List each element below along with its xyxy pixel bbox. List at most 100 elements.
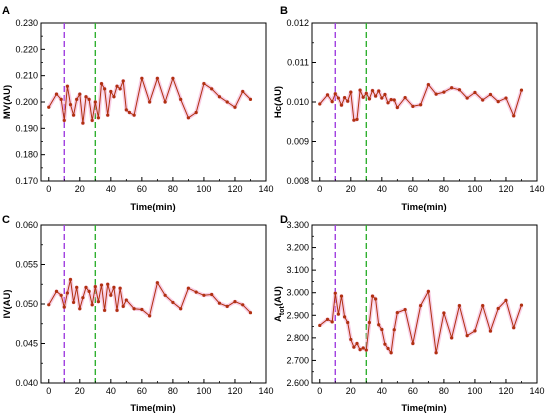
- panel-a-data-point: [210, 87, 214, 91]
- panel-c-data-point: [163, 293, 167, 297]
- panel-c-data-point: [65, 291, 69, 295]
- panel-d-x-tick-label: 140: [529, 386, 544, 396]
- panel-b-data-point: [450, 86, 454, 90]
- panel-b-data-point: [457, 88, 462, 92]
- panel-d-data-point: [473, 329, 477, 333]
- panel-d-data-point: [383, 342, 387, 346]
- panel-a-x-tick-label: 80: [168, 184, 178, 194]
- panel-a-data-point: [127, 110, 132, 115]
- panel-c-series-line: [48, 279, 251, 317]
- panel-a-data-point: [179, 97, 183, 101]
- panel-c-data-point: [210, 292, 214, 297]
- panel-d: D 0 20 40 60 80 100 120 140 2.600 2.700 2.800 2.90…: [273, 214, 545, 414]
- panel-b-y-tick-label: 0.012: [286, 18, 309, 28]
- panel-a-data-point: [47, 105, 51, 109]
- panel-b-x-tick-label: 80: [439, 184, 449, 194]
- panel-b-data-point: [383, 92, 387, 97]
- panel-a-x-tick-label: 100: [196, 184, 211, 194]
- panel-a-data-point: [59, 97, 63, 101]
- panel-a-data-point: [121, 79, 125, 83]
- panel-d-data-point: [318, 323, 322, 328]
- panel-c-y-tick-label: 0.060: [15, 220, 38, 230]
- panel-c-data-point: [140, 307, 144, 312]
- panel-b-y-tick-label: 0.008: [286, 176, 309, 186]
- panel-d-y-tick-label: 3.300: [286, 220, 309, 230]
- panel-c-data-point: [78, 307, 82, 311]
- panel-d-data-point: [330, 320, 334, 324]
- panel-b-data-point: [419, 103, 423, 107]
- panel-a-data-point: [65, 84, 69, 88]
- panel-c-data-point: [96, 300, 101, 304]
- panel-d-y-tick-label: 3.200: [286, 243, 309, 253]
- panel-d-series: [318, 289, 524, 355]
- panel-d-y-ticks: 2.600 2.700 2.800 2.900 3.000 3.100 3.200 3.300: [286, 220, 316, 388]
- panel-b-data-point: [389, 98, 393, 102]
- panel-c-data-point: [75, 285, 79, 290]
- panel-a-y-tick-label: 0.200: [15, 97, 38, 107]
- panel-c-data-point: [194, 290, 198, 294]
- panel-a: A 0 20 40 60 80 100 120 140 0.170 0.180 0.190 0.20…: [2, 5, 274, 213]
- panel-d-y-tick-label: 3.100: [286, 265, 309, 275]
- panel-d-data-point: [346, 320, 350, 325]
- panel-c-data-point: [62, 305, 66, 309]
- panel-d-x-tick-label: 40: [377, 386, 387, 396]
- panel-b-series-line: [319, 84, 522, 121]
- panel-c-vlines: [63, 225, 97, 383]
- panel-b-error-band: [318, 82, 524, 123]
- panel-b-data-point: [364, 91, 368, 95]
- panel-d-x-tick-label: 80: [439, 386, 449, 396]
- panel-b-data-point: [336, 96, 340, 100]
- panel-d-x-ticks: 0 20 40 60 80 100 120 140: [317, 379, 545, 396]
- panel-d-y-axis-title-unit: (AU): [273, 286, 284, 306]
- panel-a-y-tick-label: 0.230: [15, 18, 38, 28]
- panel-a-data-point: [186, 116, 191, 120]
- panel-a-y-tick-label: 0.190: [15, 123, 38, 133]
- panel-d-data-point: [336, 312, 340, 316]
- panel-c-y-axis-title: IV(AU): [2, 289, 13, 318]
- panel-b-x-tick-label: 40: [377, 184, 387, 194]
- panel-d-data-point: [370, 294, 375, 298]
- panel-a-x-tick-label: 0: [46, 184, 51, 194]
- panel-b-data-point: [355, 117, 359, 121]
- panel-b-data-point: [473, 90, 477, 95]
- panel-d-data-point: [355, 341, 359, 346]
- panel-b-data-point: [512, 114, 516, 118]
- panel-a-x-axis-title: Time(min): [130, 202, 175, 213]
- panel-d-data-point: [342, 315, 347, 319]
- panel-c-data-point: [148, 314, 152, 318]
- panel-c-error-band: [47, 277, 252, 318]
- panel-a-y-axis-title: MV(AU): [2, 85, 13, 119]
- panel-a-data-point: [112, 95, 116, 99]
- panel-a-y-tick-label: 0.180: [15, 150, 38, 160]
- panel-b-data-point: [392, 98, 396, 102]
- panel-b-data-point: [434, 92, 438, 96]
- panel-d-data-point: [519, 303, 524, 307]
- panel-b-x-tick-label: 60: [408, 184, 418, 194]
- panel-b-x-tick-label: 100: [467, 184, 482, 194]
- panel-c-x-tick-label: 40: [106, 386, 116, 396]
- panel-c-data-point: [248, 311, 253, 315]
- panel-c-x-tick-label: 120: [227, 386, 242, 396]
- panel-b-y-tick-label: 0.011: [287, 58, 309, 68]
- panel-a-data-point: [171, 76, 175, 80]
- panel-b-data-point: [342, 96, 347, 100]
- panel-c-x-ticks: 0 20 40 60 80 100 120 140: [46, 379, 274, 396]
- panel-b-data-point: [339, 103, 344, 107]
- panel-b-data-point: [374, 94, 378, 98]
- panel-c-data-point: [68, 277, 73, 282]
- panel-c-y-tick-label: 0.050: [15, 299, 38, 309]
- panel-a-x-ticks: 0 20 40 60 80 100 120 140: [46, 177, 274, 194]
- panel-a-data-point: [233, 105, 237, 109]
- panel-d-data-point: [367, 320, 372, 325]
- panel-a-x-tick-label: 120: [227, 184, 242, 194]
- panel-b-data-point: [386, 101, 390, 105]
- panel-c-x-axis-title: Time(min): [130, 403, 175, 414]
- panel-a-data-point: [84, 95, 88, 99]
- panel-c-y-tick-label: 0.045: [15, 339, 38, 349]
- panel-b-data-point: [361, 95, 365, 99]
- panel-a-data-point: [75, 97, 79, 101]
- panel-c-data-point: [179, 307, 183, 311]
- panel-b-data-point: [325, 93, 330, 97]
- panel-b-y-ticks: 0.008 0.009 0.010 0.011 0.012: [286, 18, 316, 186]
- panel-b-data-point: [358, 88, 362, 92]
